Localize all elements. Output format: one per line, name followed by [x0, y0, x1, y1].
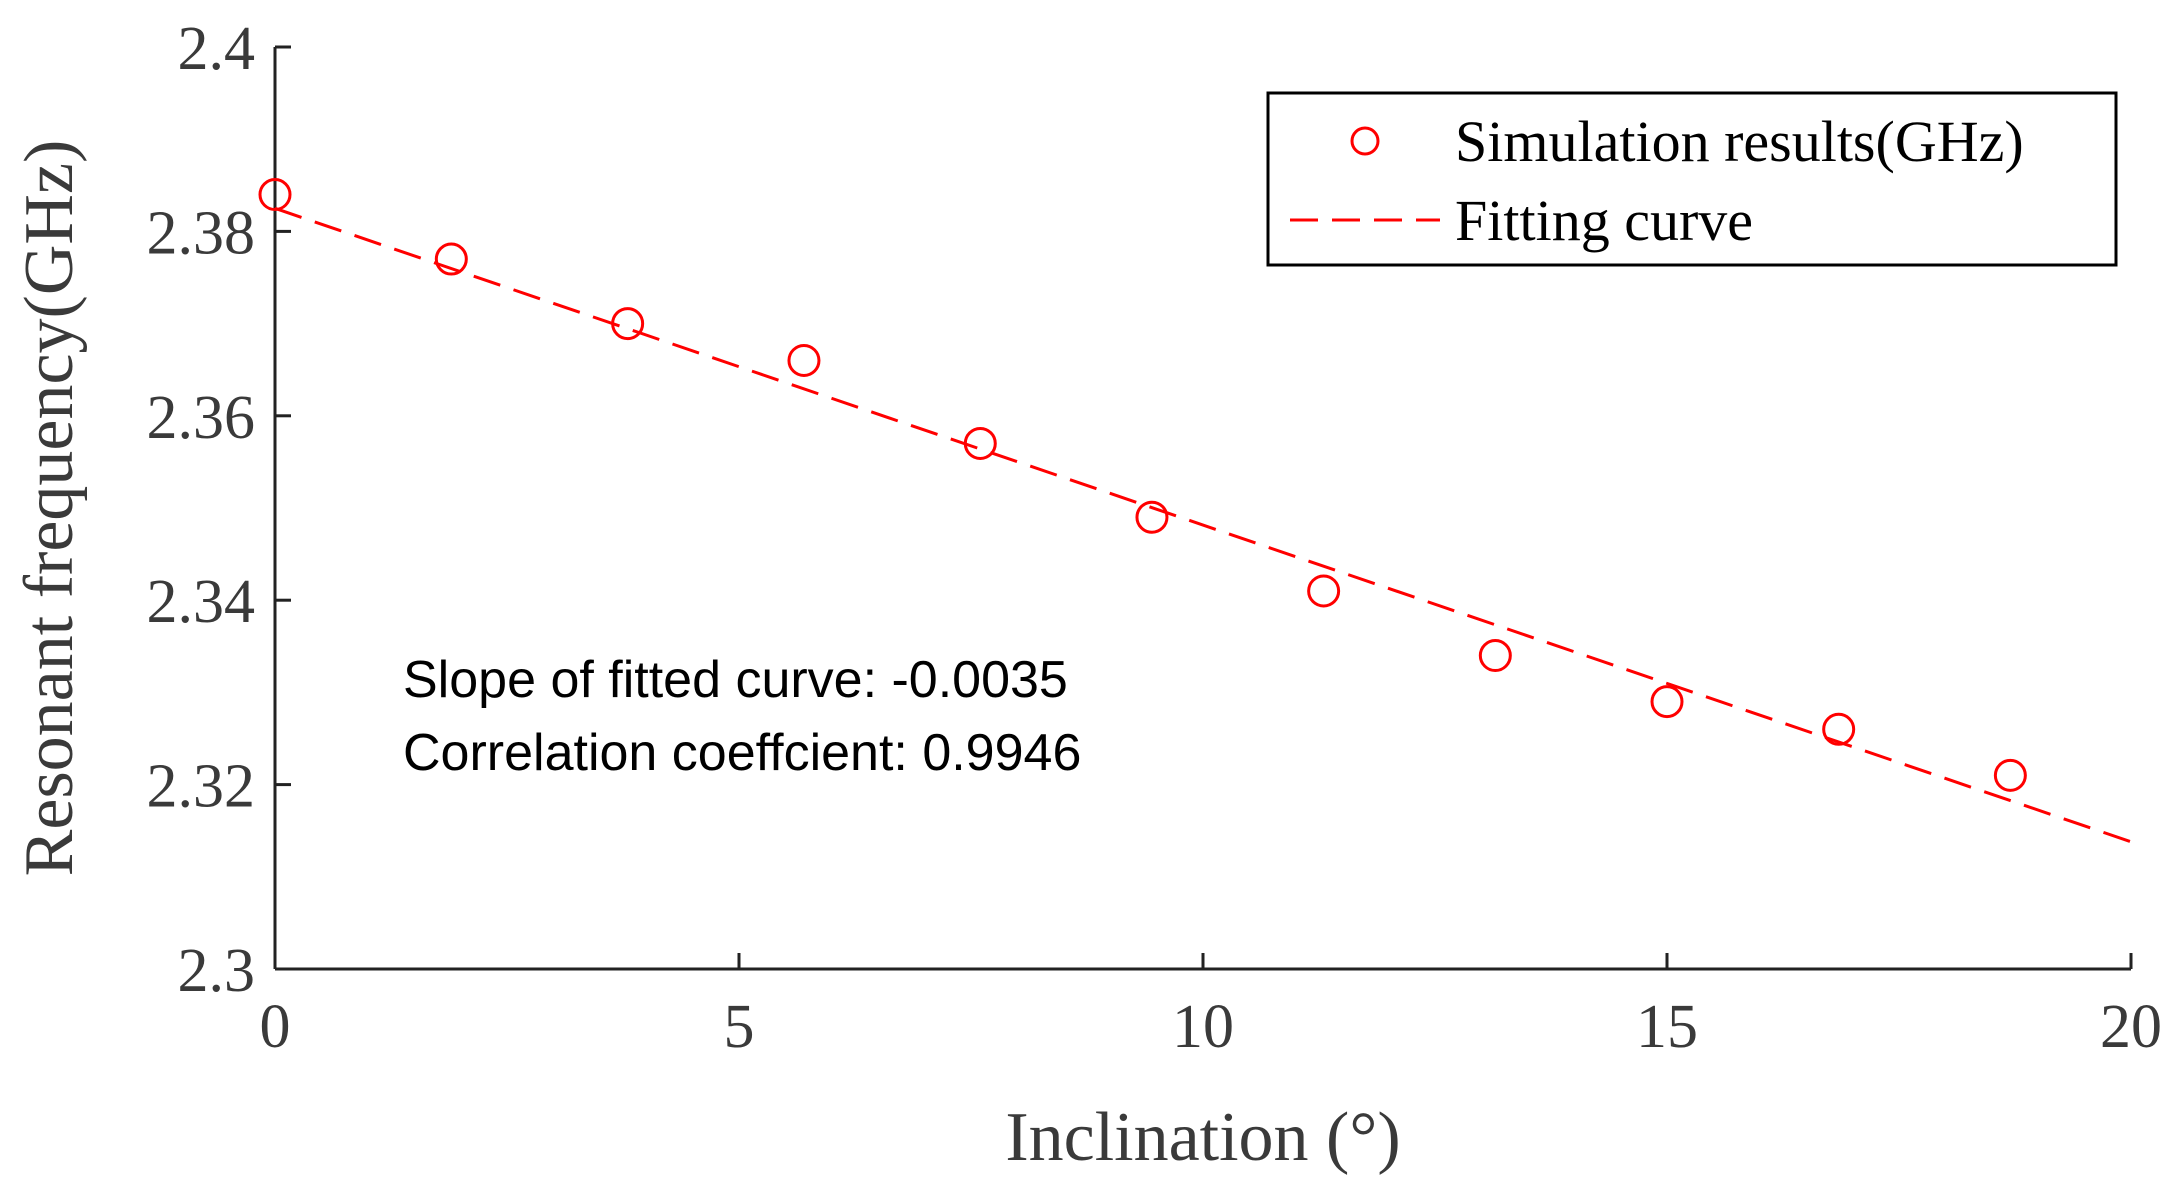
- legend: Simulation results(GHz) Fitting curve: [1266, 91, 2118, 267]
- y-tick-label: 2.36: [147, 384, 256, 452]
- correlation-annotation: Correlation coeffcient: 0.9946: [403, 724, 1081, 782]
- fitting-curve-layer: [274, 206, 2132, 844]
- simulation-markers-layer: [258, 178, 2027, 792]
- simulation-point: [258, 178, 292, 212]
- y-tick-label: 2.4: [178, 15, 256, 83]
- y-tick-label: 2.3: [178, 937, 256, 1005]
- simulation-point: [1135, 500, 1169, 534]
- x-axis-title: Inclination (°): [1005, 1099, 1400, 1176]
- legend-box: [1266, 91, 2118, 267]
- x-tick-label: 20: [2100, 993, 2162, 1061]
- fitting-curve-line: [274, 206, 2132, 844]
- simulation-point: [1822, 712, 1856, 746]
- simulation-point: [963, 426, 997, 460]
- simulation-point: [434, 242, 468, 276]
- simulation-point: [1478, 639, 1512, 673]
- simulation-point: [787, 343, 821, 377]
- legend-label-fitting: Fitting curve: [1455, 188, 1753, 253]
- x-tick-label: 10: [1172, 993, 1234, 1061]
- y-tick-label: 2.32: [147, 753, 256, 821]
- simulation-point: [1307, 574, 1341, 608]
- x-tick-label: 5: [724, 993, 755, 1061]
- y-ticks: 2.3 2.32 2.34 2.36 2.38 2.4: [147, 15, 291, 1005]
- legend-marker-simulation: [1350, 126, 1380, 156]
- x-tick-label: 15: [1636, 993, 1698, 1061]
- x-ticks: 0 5 10 15 20: [260, 953, 2162, 1061]
- legend-label-simulation: Simulation results(GHz): [1455, 109, 2024, 174]
- simulation-point: [611, 307, 645, 341]
- x-tick-label: 0: [260, 993, 291, 1061]
- simulation-point: [1993, 758, 2027, 792]
- simulation-point: [1650, 685, 1684, 719]
- y-tick-label: 2.38: [147, 199, 256, 267]
- y-tick-label: 2.34: [147, 568, 256, 636]
- y-axis-title: Resonant frequency(GHz): [11, 140, 88, 877]
- slope-annotation: Slope of fitted curve: -0.0035: [403, 651, 1068, 709]
